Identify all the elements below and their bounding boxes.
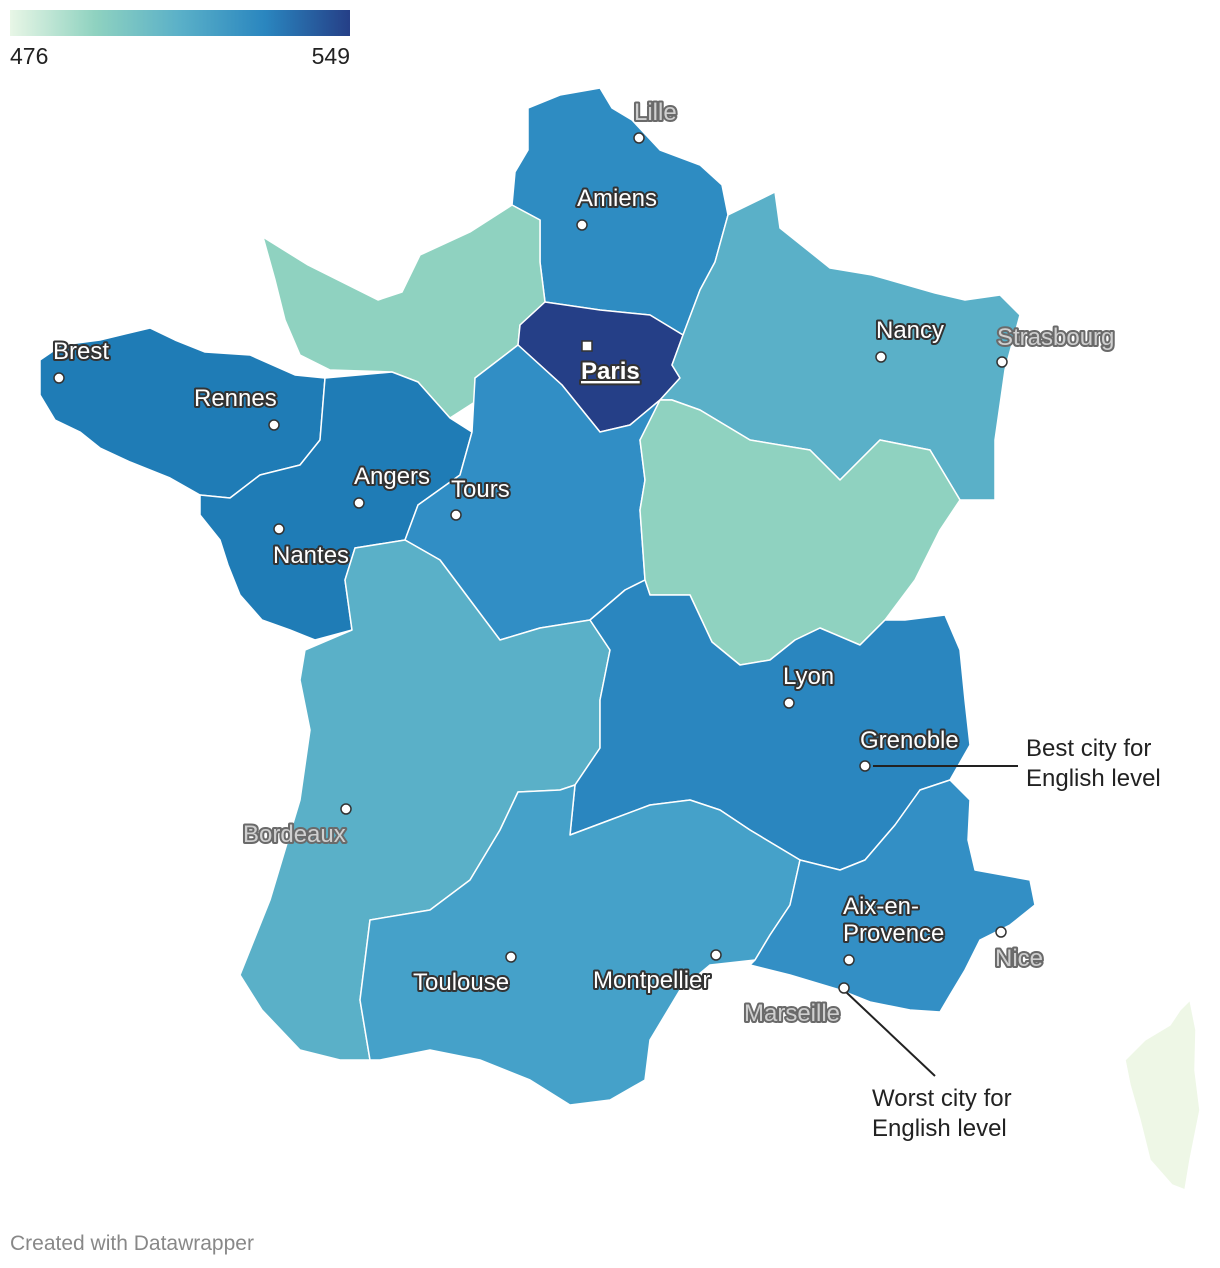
- city-label: Lille: [634, 99, 677, 126]
- city-label: Grenoble: [860, 727, 959, 754]
- city-marker: [581, 340, 593, 352]
- worst-annotation-line2: English level: [872, 1115, 1007, 1142]
- city-marker: [340, 803, 352, 815]
- city-marker: [843, 954, 855, 966]
- city-marker: [995, 926, 1007, 938]
- city-marker: [576, 219, 588, 231]
- city-bordeaux[interactable]: Bordeaux: [241, 803, 352, 850]
- city-marker: [450, 509, 462, 521]
- best-annotation-line1: Best city for: [1026, 735, 1151, 762]
- color-legend: 476 549: [10, 10, 350, 69]
- legend-min-label: 476: [10, 43, 49, 69]
- city-label: Tours: [451, 476, 510, 503]
- city-marker: [505, 951, 517, 963]
- city-marker: [875, 351, 887, 363]
- city-marker: [53, 372, 65, 384]
- city-toulouse[interactable]: Toulouse: [411, 951, 517, 998]
- city-label: Bordeaux: [243, 821, 346, 848]
- footer-credit: Created with Datawrapper: [10, 1232, 254, 1255]
- city-marker: [633, 132, 645, 144]
- city-nice[interactable]: Nice: [993, 926, 1045, 974]
- city-marseille[interactable]: Marseille: [742, 982, 850, 1029]
- city-lyon[interactable]: Lyon: [781, 661, 836, 709]
- city-marker: [710, 949, 722, 961]
- city-brest[interactable]: Brest: [51, 336, 111, 384]
- legend-gradient-bar: [10, 10, 350, 36]
- city-marker: [353, 497, 365, 509]
- city-grenoble[interactable]: Grenoble: [858, 725, 961, 772]
- city-label: Toulouse: [413, 969, 509, 996]
- city-rennes[interactable]: Rennes: [192, 383, 280, 431]
- city-label: Nantes: [273, 542, 349, 569]
- city-tours[interactable]: Tours: [449, 474, 512, 521]
- city-label: Angers: [354, 463, 430, 490]
- city-label: Brest: [53, 338, 109, 365]
- city-marker: [996, 356, 1008, 368]
- city-label: Lyon: [783, 663, 834, 690]
- city-label: Paris: [581, 358, 640, 385]
- worst-annotation-line1: Worst city for: [872, 1085, 1012, 1112]
- city-label: Marseille: [744, 1000, 840, 1027]
- city-marker: [859, 760, 871, 772]
- city-marker: [273, 523, 285, 535]
- region-corse[interactable]: [1124, 999, 1201, 1191]
- city-marker: [838, 982, 850, 994]
- city-marker: [268, 419, 280, 431]
- city-strasbourg[interactable]: Strasbourg: [995, 322, 1116, 368]
- city-label: Provence: [843, 920, 944, 947]
- city-label: Nice: [995, 945, 1043, 972]
- best-annotation-line2: English level: [1026, 765, 1161, 792]
- city-nancy[interactable]: Nancy: [874, 315, 946, 363]
- city-label: Rennes: [194, 385, 277, 412]
- region-pays-de-la-loire[interactable]: [199, 371, 473, 641]
- city-amiens[interactable]: Amiens: [575, 183, 659, 231]
- worst-annotation-line: [845, 991, 936, 1077]
- city-nantes[interactable]: Nantes: [271, 523, 351, 571]
- city-label: Montpellier: [593, 967, 710, 994]
- region-provence-alpes-cote-azur[interactable]: [749, 779, 1036, 1013]
- legend-max-label: 549: [311, 43, 350, 69]
- city-label: Aix-en-: [843, 893, 919, 920]
- city-montpellier[interactable]: Montpellier: [591, 949, 722, 996]
- city-label: Strasbourg: [997, 324, 1114, 351]
- city-angers[interactable]: Angers: [352, 461, 432, 509]
- city-marker: [783, 697, 795, 709]
- city-lille[interactable]: Lille: [632, 97, 679, 144]
- city-paris[interactable]: Paris: [579, 340, 642, 387]
- city-aix-en-provence[interactable]: Aix-en-Provence: [841, 891, 946, 966]
- city-label: Amiens: [577, 185, 657, 212]
- city-label: Nancy: [876, 317, 944, 344]
